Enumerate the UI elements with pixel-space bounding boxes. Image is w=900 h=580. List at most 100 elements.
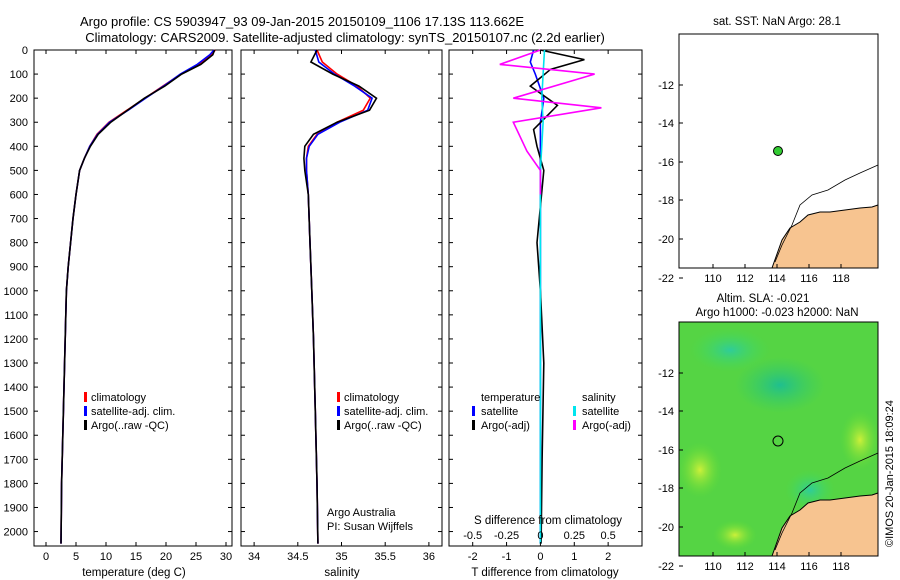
depth-tick-label: 600 bbox=[10, 189, 28, 201]
salinity-plot bbox=[303, 49, 378, 544]
series-line-temperature-argo-adj- bbox=[528, 49, 585, 544]
map-y-tick-label: -16 bbox=[658, 445, 674, 457]
series-line-salinity-argo-adj- bbox=[499, 49, 602, 195]
depth-axis: 0 100 200 300 400 500 600 700 800 900 1000 1100 1200… bbox=[4, 45, 642, 539]
depth-tick-label: 1100 bbox=[4, 310, 28, 322]
map-x-tick-label: 110 bbox=[704, 561, 722, 573]
depth-tick-label: 1400 bbox=[4, 382, 28, 394]
map-y-tick-label: -14 bbox=[658, 406, 674, 418]
legend-swatch-temp-argo bbox=[472, 420, 475, 430]
sla-anomaly bbox=[735, 357, 825, 413]
depth-tick-label: 700 bbox=[10, 214, 28, 226]
legend-label: climatology bbox=[91, 392, 147, 404]
legend-label: Argo(..raw -QC) bbox=[344, 420, 422, 432]
sla-map-shelf-contour bbox=[774, 452, 879, 551]
legend-label: Argo(-adj) bbox=[582, 420, 631, 432]
copyright-stamp: ©IMOS 20-Jan-2015 18:09:24 bbox=[884, 400, 896, 547]
argo-float-marker bbox=[773, 146, 783, 156]
salinity-xlabel: salinity bbox=[324, 567, 359, 579]
depth-tick-label: 1300 bbox=[4, 358, 28, 370]
legend-swatch-argo bbox=[84, 420, 87, 430]
sla-anomaly bbox=[690, 328, 770, 372]
map-x-tick-label: 114 bbox=[768, 273, 786, 285]
legend-label: climatology bbox=[344, 392, 400, 404]
x-tick-label: 34.5 bbox=[287, 551, 308, 563]
x-tick-label: 30 bbox=[220, 551, 232, 563]
legend-swatch-temp-satellite bbox=[472, 406, 475, 416]
map-x-tick-label: 116 bbox=[800, 273, 818, 285]
x-tick-label: 1 bbox=[571, 551, 577, 563]
map-x-tick-label: 116 bbox=[800, 561, 818, 573]
x-tick-label: 10 bbox=[100, 551, 112, 563]
legend-label: satellite-adj. clim. bbox=[91, 406, 175, 418]
x-tick-label: 5 bbox=[73, 551, 79, 563]
sst-map-y-axis: -12 -14 -16 -18 -20 -22 bbox=[658, 80, 683, 285]
depth-tick-label: 400 bbox=[10, 141, 28, 153]
depth-tick-label: 1200 bbox=[4, 334, 28, 346]
x-tick-label: 25 bbox=[190, 551, 202, 563]
series-line-argo-raw-qc- bbox=[60, 49, 216, 544]
map-y-tick-label: -22 bbox=[658, 561, 674, 573]
depth-tick-label: 2000 bbox=[4, 527, 28, 539]
sla-map-frame bbox=[678, 321, 879, 557]
s-tick-label: 0.5 bbox=[600, 530, 615, 542]
legend-label: satellite-adj. clim. bbox=[344, 406, 428, 418]
x-tick-label: 0 bbox=[537, 551, 543, 563]
sst-map-shelf-contour bbox=[774, 164, 879, 263]
legend-head-salinity: salinity bbox=[582, 392, 616, 404]
series-line-satellite-adj-clim- bbox=[60, 49, 215, 544]
x-tick-label: 2 bbox=[605, 551, 611, 563]
sst-map-land bbox=[771, 204, 879, 269]
map-y-tick-label: -12 bbox=[658, 368, 674, 380]
temperature-plot bbox=[60, 49, 216, 544]
depth-tick-label: 1800 bbox=[4, 478, 28, 490]
x-tick-label: -1 bbox=[502, 551, 512, 563]
series-line-salinity-satellite bbox=[539, 49, 546, 544]
map-y-tick-label: -12 bbox=[658, 80, 674, 92]
depth-tick-label: 300 bbox=[10, 117, 28, 129]
argo-float-marker bbox=[772, 435, 784, 447]
difference-legend: temperature satellite Argo(-adj) salinit… bbox=[472, 392, 631, 432]
salinity-legend: climatology satellite-adj. clim. Argo(..… bbox=[337, 392, 428, 432]
map-x-tick-label: 110 bbox=[704, 273, 722, 285]
s-tick-label: -0.5 bbox=[463, 530, 482, 542]
map-y-tick-label: -20 bbox=[658, 522, 674, 534]
depth-tick-label: 1500 bbox=[4, 406, 28, 418]
figure-title-line2: Climatology: CARS2009. Satellite-adjuste… bbox=[85, 30, 605, 45]
s-tick-label: 0.25 bbox=[564, 530, 585, 542]
legend-head-temperature: temperature bbox=[481, 392, 540, 404]
legend-swatch-climatology bbox=[84, 392, 87, 402]
depth-tick-label: 0 bbox=[22, 45, 28, 57]
x-tick-label: 35.5 bbox=[374, 551, 395, 563]
sst-map-title: sat. SST: NaN Argo: 28.1 bbox=[713, 16, 841, 28]
map-x-tick-label: 118 bbox=[832, 273, 850, 285]
salinity-x-axis: 34 34.5 35 35.5 36 bbox=[248, 50, 435, 563]
depth-tick-label: 1900 bbox=[4, 502, 28, 514]
x-tick-label: -2 bbox=[468, 551, 478, 563]
sla-anomaly bbox=[678, 442, 722, 498]
map-y-tick-label: -22 bbox=[658, 273, 674, 285]
legend-swatch-sal-argo bbox=[573, 420, 576, 430]
map-x-tick-label: 112 bbox=[736, 273, 754, 285]
map-y-tick-label: -14 bbox=[658, 118, 674, 130]
difference-x-axis: -2 -1 0 1 2 bbox=[468, 50, 611, 563]
map-y-tick-label: -18 bbox=[658, 483, 674, 495]
credit-line1: Argo Australia bbox=[327, 507, 396, 519]
x-tick-label: 15 bbox=[130, 551, 142, 563]
difference-panel bbox=[448, 49, 643, 547]
depth-tick-label: 1000 bbox=[4, 286, 28, 298]
map-x-tick-label: 112 bbox=[736, 561, 754, 573]
depth-tick-label: 200 bbox=[10, 93, 28, 105]
sla-anomaly bbox=[840, 410, 880, 470]
x-tick-label: 36 bbox=[423, 551, 435, 563]
legend-swatch-argo bbox=[337, 420, 340, 430]
x-tick-label: 34 bbox=[248, 551, 260, 563]
legend-label: Argo(..raw -QC) bbox=[91, 420, 169, 432]
map-y-tick-label: -18 bbox=[658, 195, 674, 207]
legend-swatch-satellite bbox=[337, 406, 340, 416]
sst-map-x-axis: 110 112 114 116 118 bbox=[704, 264, 850, 285]
map-x-tick-label: 118 bbox=[832, 561, 850, 573]
map-x-tick-label: 114 bbox=[768, 561, 786, 573]
legend-label: satellite bbox=[481, 406, 518, 418]
